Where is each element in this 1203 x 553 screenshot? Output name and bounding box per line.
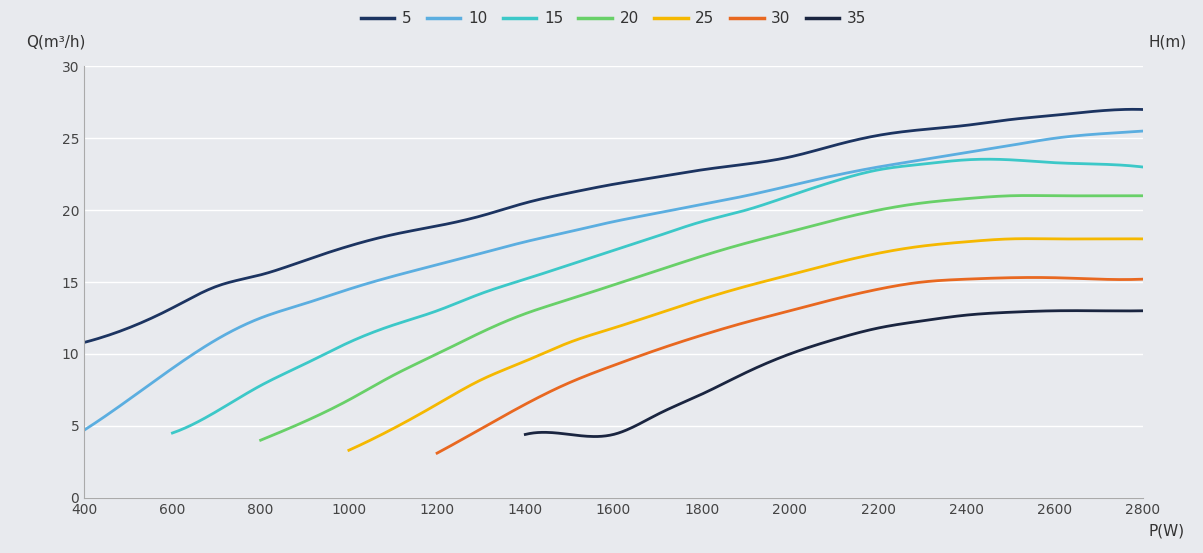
Text: P(W): P(W): [1148, 524, 1184, 539]
Text: Q(m³/h): Q(m³/h): [26, 34, 85, 49]
Legend: 5, 10, 15, 20, 25, 30, 35: 5, 10, 15, 20, 25, 30, 35: [355, 5, 872, 32]
Text: H(m): H(m): [1148, 34, 1186, 49]
